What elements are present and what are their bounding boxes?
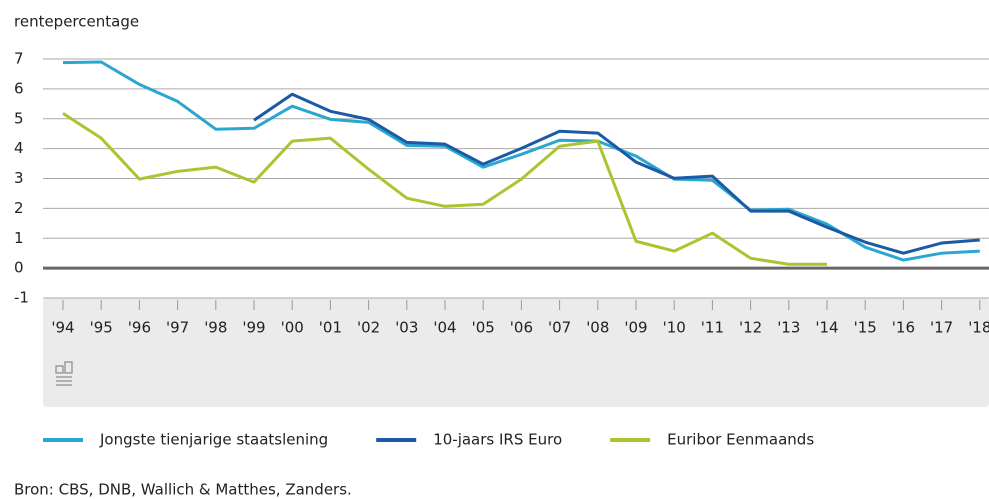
x-tick-label: '18 [968, 319, 989, 337]
series-line [62, 112, 827, 266]
x-tick-label: '09 [624, 319, 647, 337]
y-tick-label: 4 [14, 139, 24, 157]
x-tick-label: '06 [510, 319, 533, 337]
x-tick-label: '98 [204, 319, 227, 337]
y-tick-label: 2 [14, 199, 24, 217]
legend-label: Euribor Eenmaands [667, 431, 814, 449]
x-tick-label: '08 [586, 319, 609, 337]
x-tick-label: '95 [90, 319, 113, 337]
x-tick-label: '10 [663, 319, 686, 337]
x-tick-label: '01 [319, 319, 342, 337]
x-tick-label: '14 [815, 319, 838, 337]
x-tick-label: '07 [548, 319, 571, 337]
source: Bron: CBS, DNB, Wallich & Matthes, Zande… [14, 481, 352, 499]
x-tick-label: '94 [51, 319, 74, 337]
legend-label: 10-jaars IRS Euro [433, 431, 562, 449]
cbs-logo [55, 361, 73, 386]
x-tick-label: '16 [892, 319, 915, 337]
x-tick-label: '13 [777, 319, 800, 337]
x-tick-label: '02 [357, 319, 380, 337]
x-tick-label: '12 [739, 319, 762, 337]
y-axis-label: rentepercentage [14, 13, 139, 31]
x-tick-label: '99 [242, 319, 265, 337]
y-tick-label: -1 [14, 289, 29, 307]
y-tick-label: 6 [14, 79, 24, 97]
legend-label: Jongste tienjarige staatslening [99, 431, 328, 449]
y-tick-label: 7 [14, 50, 24, 68]
x-tick-label: '17 [930, 319, 953, 337]
x-tick-label: '04 [433, 319, 456, 337]
x-tick-label: '15 [854, 319, 877, 337]
x-tick-label: '96 [128, 319, 151, 337]
x-tick-label: '00 [281, 319, 304, 337]
y-tick-label: 5 [14, 109, 24, 127]
x-tick-label: '97 [166, 319, 189, 337]
x-tick-label: '05 [472, 319, 495, 337]
x-tick-label: '11 [701, 319, 724, 337]
series-line [62, 60, 980, 262]
series-line [253, 92, 980, 255]
axis-panel [43, 298, 989, 407]
y-tick-label: 3 [14, 169, 24, 187]
y-tick-label: 0 [14, 259, 24, 277]
x-tick-label: '03 [395, 319, 418, 337]
y-tick-label: 1 [14, 229, 24, 247]
